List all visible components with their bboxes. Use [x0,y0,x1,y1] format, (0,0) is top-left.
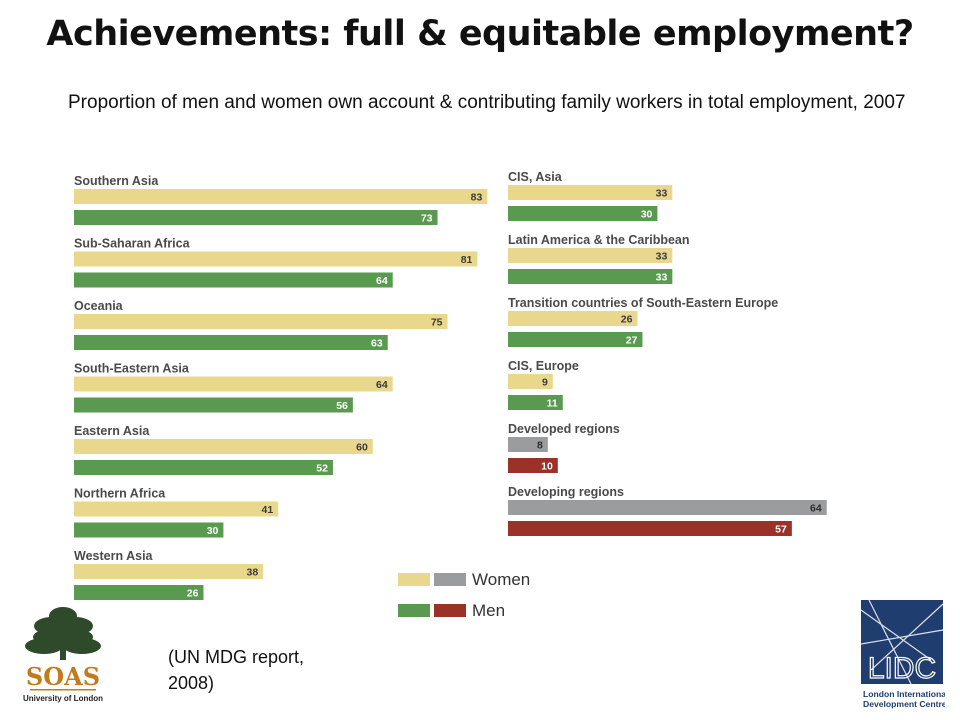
value-label-women-northern-africa: 41 [261,504,273,516]
value-label-women-sub-saharan-africa: 81 [461,254,473,266]
category-label-latin-america-the-caribbean: Latin America & the Caribbean [508,233,690,247]
source-note-line: 2008) [168,673,215,693]
bar-men-sub-saharan-africa [74,272,393,288]
category-label-sub-saharan-africa: Sub-Saharan Africa [74,237,191,251]
bar-women-western-asia [74,564,264,579]
bar-women-oceania [74,314,448,329]
bar-women-cis-asia [508,185,673,200]
bar-men-developed-regions [508,458,558,473]
value-label-men-cis-asia: 30 [641,209,653,221]
bar-men-cis-asia [508,206,658,221]
bar-women-sub-saharan-africa [74,251,478,267]
value-label-women-western-asia: 38 [247,567,259,579]
lidc-caption-line1: London International [863,689,945,699]
legend-men-aggregate-swatch [434,604,466,617]
bar-men-south-eastern-asia [74,397,353,413]
value-label-women-southern-asia: 83 [471,192,483,204]
value-label-women-latin-america-the-caribbean: 33 [656,251,668,263]
value-label-men-western-asia: 26 [187,588,199,600]
value-label-men-developing-regions: 57 [775,524,787,536]
soas-wordmark: SOAS [26,662,100,691]
category-label-southern-asia: Southern Asia [74,174,159,188]
category-label-western-asia: Western Asia [74,549,154,563]
value-label-men-southern-asia: 73 [421,213,433,225]
value-label-women-developing-regions: 64 [810,503,822,515]
value-label-women-oceania: 75 [431,317,443,329]
bars-layer: Southern Asia 83 73 Sub-Saharan Africa 81 64 O… [74,170,827,600]
lidc-caption-line2: Development Centre [863,699,945,709]
soas-logo: SOAS University of London [23,607,103,703]
value-label-men-latin-america-the-caribbean: 33 [656,272,668,284]
bar-women-south-eastern-asia [74,376,393,392]
category-label-developed-regions: Developed regions [508,422,620,436]
soas-rule [30,689,96,691]
category-label-developing-regions: Developing regions [508,485,624,499]
lidc-logo: LIDC London International Development Ce… [861,600,945,709]
category-label-transition-countries-of-south-eastern-europe: Transition countries of South-Eastern Eu… [508,296,778,310]
value-label-men-transition-countries-of-south-eastern-europe: 27 [626,335,638,347]
bar-men-transition-countries-of-south-eastern-europe [508,332,643,347]
value-label-women-cis-europe: 9 [542,377,548,389]
bar-men-northern-africa [74,522,224,538]
source-note-line: (UN MDG report, [168,647,305,667]
bar-women-developing-regions [508,500,827,515]
value-label-men-oceania: 63 [371,338,383,350]
chart-legend: Women Men [398,570,530,620]
category-label-eastern-asia: Eastern Asia [74,424,150,438]
value-label-women-eastern-asia: 60 [356,442,368,454]
value-label-women-cis-asia: 33 [656,188,668,200]
value-label-men-south-eastern-asia: 56 [336,400,348,412]
category-label-oceania: Oceania [74,299,124,313]
bar-women-northern-africa [74,501,279,517]
bar-women-eastern-asia [74,439,373,454]
legend-women-aggregate-swatch [434,573,466,586]
bar-women-developed-regions [508,437,548,452]
bar-men-developing-regions [508,521,792,536]
value-label-men-northern-africa: 30 [207,525,219,537]
legend-men-regional-swatch [398,604,430,617]
legend-men-label: Men [472,601,505,620]
chart-subtitle: Proportion of men and women own account … [68,92,906,113]
bar-women-latin-america-the-caribbean [508,248,673,263]
value-label-men-sub-saharan-africa: 64 [376,275,388,287]
category-label-cis-europe: CIS, Europe [508,359,579,373]
bar-women-transition-countries-of-south-eastern-europe [508,311,638,326]
bar-men-cis-europe [508,395,563,410]
category-label-cis-asia: CIS, Asia [508,170,563,184]
value-label-men-cis-europe: 11 [547,398,558,410]
bar-men-western-asia [74,585,204,600]
value-label-women-developed-regions: 8 [537,440,543,452]
value-label-men-developed-regions: 10 [541,461,553,473]
category-label-south-eastern-asia: South-Eastern Asia [74,362,190,376]
legend-women-label: Women [472,570,530,589]
bar-women-cis-europe [508,374,553,389]
soas-caption: University of London [23,694,103,703]
category-label-northern-africa: Northern Africa [74,487,166,501]
bar-men-latin-america-the-caribbean [508,269,673,284]
bar-men-oceania [74,335,388,350]
legend-women-regional-swatch [398,573,430,586]
network-lines-icon [861,600,944,685]
slide-title: Achievements: full & equitable employmen… [46,14,914,54]
source-note: (UN MDG report, 2008) [168,644,304,696]
lidc-wordmark: LIDC [868,652,936,685]
tree-icon [25,607,101,660]
bar-men-eastern-asia [74,460,333,475]
value-label-women-south-eastern-asia: 64 [376,379,388,391]
value-label-women-transition-countries-of-south-eastern-europe: 26 [621,314,633,326]
bar-women-southern-asia [74,189,488,204]
value-label-men-eastern-asia: 52 [316,463,328,475]
bar-men-southern-asia [74,210,438,225]
